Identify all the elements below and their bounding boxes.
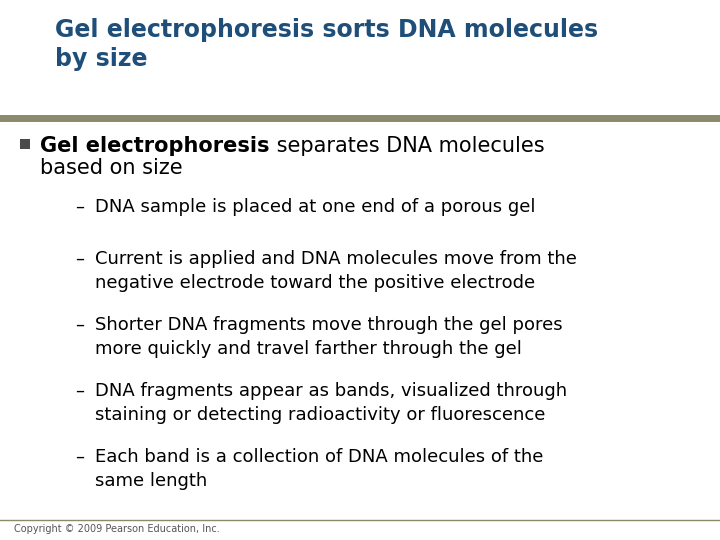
Text: –: – [75, 382, 84, 400]
Text: Gel electrophoresis: Gel electrophoresis [40, 136, 269, 156]
Text: –: – [75, 250, 84, 268]
Text: Gel electrophoresis sorts DNA molecules
by size: Gel electrophoresis sorts DNA molecules … [55, 18, 598, 71]
Bar [20, 139, 30, 149]
Text: separates DNA molecules: separates DNA molecules [269, 136, 544, 156]
Text: Copyright © 2009 Pearson Education, Inc.: Copyright © 2009 Pearson Education, Inc. [14, 524, 220, 534]
Text: Current is applied and DNA molecules move from the
negative electrode toward the: Current is applied and DNA molecules mov… [95, 250, 577, 292]
Text: –: – [75, 316, 84, 334]
Text: –: – [75, 448, 84, 466]
Text: Shorter DNA fragments move through the gel pores
more quickly and travel farther: Shorter DNA fragments move through the g… [95, 316, 562, 359]
Text: Each band is a collection of DNA molecules of the
same length: Each band is a collection of DNA molecul… [95, 448, 544, 490]
Text: DNA sample is placed at one end of a porous gel: DNA sample is placed at one end of a por… [95, 198, 536, 216]
Text: –: – [75, 198, 84, 216]
Text: DNA fragments appear as bands, visualized through
staining or detecting radioact: DNA fragments appear as bands, visualize… [95, 382, 567, 424]
Text: based on size: based on size [40, 158, 183, 178]
